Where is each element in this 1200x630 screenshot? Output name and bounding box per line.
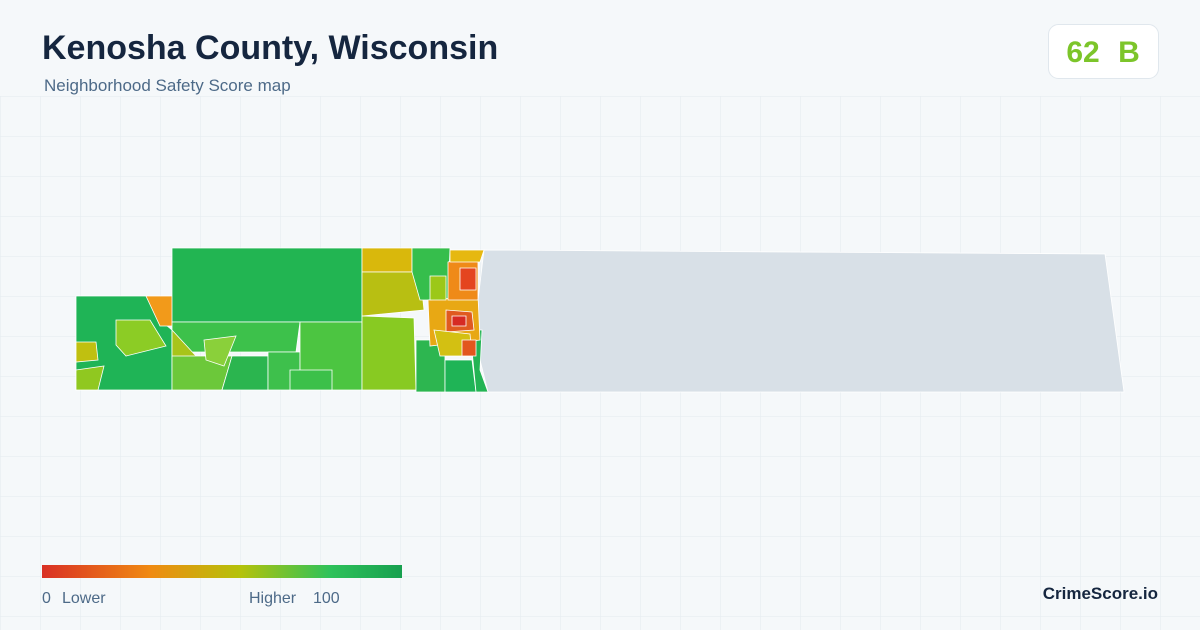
title: Kenosha County, Wisconsin — [42, 29, 498, 67]
region — [361, 315, 417, 391]
legend-max-label: Higher — [249, 590, 297, 607]
city — [449, 249, 485, 263]
city — [461, 339, 477, 357]
subtitle: Neighborhood Safety Score map — [44, 76, 291, 95]
region — [361, 247, 413, 273]
region — [203, 335, 237, 367]
legend-min: 0 — [42, 590, 51, 607]
legend-max: 100 — [313, 590, 340, 607]
lake — [477, 249, 1125, 393]
legend-min-label: Lower — [62, 590, 106, 607]
city — [459, 267, 477, 291]
region — [75, 365, 105, 391]
score-grade: B — [1118, 36, 1140, 69]
region — [289, 369, 333, 391]
legend-scale — [42, 565, 402, 578]
region — [115, 319, 167, 357]
region — [361, 271, 425, 317]
brand: CrimeScore.io — [1043, 584, 1158, 603]
city — [451, 315, 467, 327]
score-badge — [1048, 24, 1159, 79]
city — [429, 275, 447, 301]
county-map — [75, 247, 1125, 393]
region — [75, 341, 99, 363]
score-value: 62 — [1066, 36, 1099, 69]
region — [444, 359, 477, 393]
region — [171, 247, 363, 323]
